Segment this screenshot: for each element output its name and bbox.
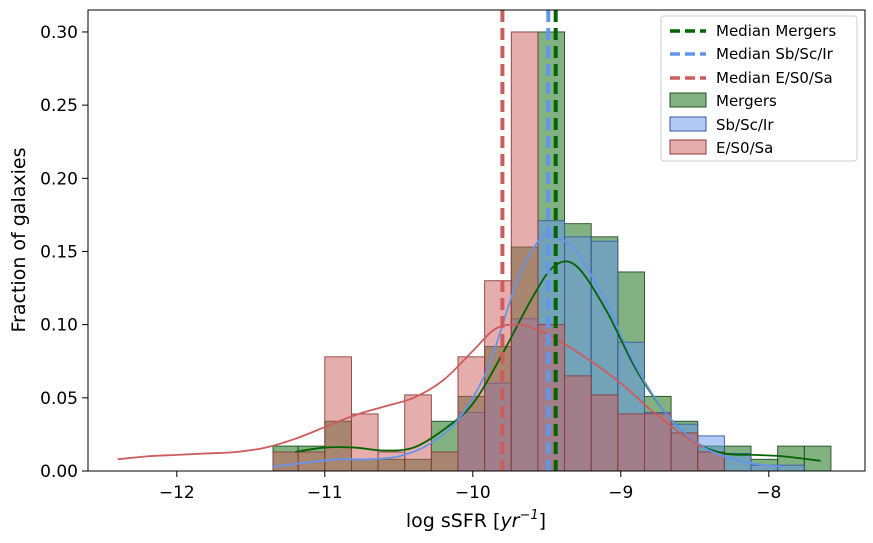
y-axis-label: Fraction of galaxies [8, 148, 30, 333]
bar-es0-11 [564, 375, 592, 472]
bar-es0-10 [537, 324, 566, 472]
plot-frame [87, 9, 866, 472]
legend-label-median-mergers: Median Mergers [716, 22, 836, 40]
y-tick-label: 0.15 [40, 242, 78, 262]
legend-swatch-es0 [669, 139, 707, 155]
x-tick-label: −9 [608, 483, 633, 503]
x-axis-label-unit: yr [499, 510, 520, 532]
bar-es0-2 [324, 356, 352, 472]
kde-sb [272, 233, 784, 468]
x-tick-label: −10 [455, 483, 491, 503]
x-axis-label-prefix: log sSFR [ [406, 510, 501, 532]
bar-es0-15 [670, 432, 699, 472]
bar-es0-4 [377, 451, 406, 472]
bar-es0-3 [350, 413, 379, 472]
y-tick-label: 0.00 [40, 462, 78, 482]
x-axis-label-suffix: ] [539, 510, 546, 532]
x-axis-label: log sSFR [yr−1] [406, 508, 546, 532]
bar-es0-13 [617, 413, 645, 472]
legend-label-median-sb: Median Sb/Sc/Ir [716, 45, 834, 63]
legend-label-mergers: Mergers [716, 92, 777, 110]
legend-frame [660, 15, 858, 162]
x-axis-label-exp: −1 [520, 508, 539, 523]
legend-label-es0: E/S0/Sa [716, 139, 773, 157]
legend-swatch-sb [669, 116, 707, 132]
y-tick-label: 0.20 [40, 169, 78, 189]
legend: Median Mergers Median Sb/Sc/Ir Median E/… [660, 15, 858, 162]
bar-es0-9 [510, 31, 539, 472]
legend-swatch-mergers [669, 92, 707, 108]
legend-label-sb: Sb/Sc/Ir [716, 116, 774, 134]
legend-label-median-es0: Median E/S0/Sa [716, 69, 833, 87]
x-tick-label: −11 [307, 483, 343, 503]
bar-es0-12 [590, 394, 619, 472]
x-tick-label: −8 [756, 483, 781, 503]
y-tick-label: 0.30 [40, 23, 78, 43]
y-tick-label: 0.25 [40, 96, 78, 116]
bar-es0-0 [272, 451, 299, 472]
bar-es0-6 [430, 451, 459, 472]
y-tick-label: 0.10 [40, 316, 78, 336]
bar-es0-5 [404, 394, 432, 472]
y-tick-label: 0.05 [40, 389, 78, 409]
kde-es0 [117, 323, 703, 461]
x-tick-label: −12 [159, 483, 195, 503]
